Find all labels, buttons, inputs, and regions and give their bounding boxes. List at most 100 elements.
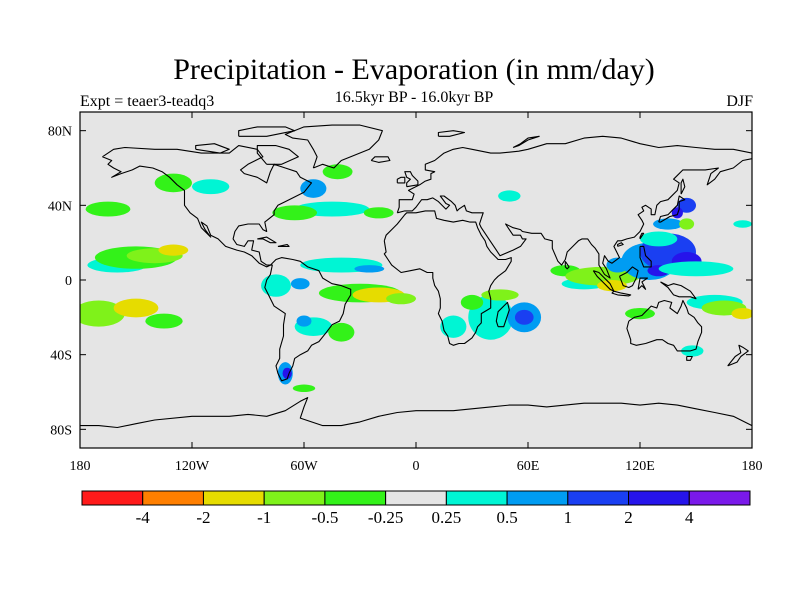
anomaly-region-13 bbox=[322, 164, 353, 180]
coastline-layer bbox=[80, 124, 752, 429]
coastline-hispaniola bbox=[277, 243, 290, 247]
anomaly-region-55 bbox=[498, 190, 521, 202]
coastline-north-america bbox=[102, 145, 313, 268]
coastline-australia bbox=[626, 299, 703, 352]
x-tick-label-2: 60W bbox=[290, 459, 318, 474]
colorbar: -4 -2 -1 -0.5 -0.25 0.25 0.5 1 2 4 bbox=[81, 490, 751, 527]
experiment-label: Expt = teaer3-teadq3 bbox=[80, 93, 215, 110]
x-tick-label-6: 180 bbox=[742, 459, 763, 474]
colorbar-box-3 bbox=[263, 490, 326, 506]
y-tick-label-4: 80S bbox=[50, 423, 72, 438]
anomaly-layer bbox=[80, 164, 752, 392]
figure-title: Precipitation - Evaporation (in mm/day) bbox=[173, 53, 655, 86]
colorbar-box-5 bbox=[385, 490, 447, 506]
y-tick-label-0: 80N bbox=[48, 125, 72, 140]
coastline-taiwan bbox=[639, 232, 645, 240]
coastline-tasmania bbox=[686, 355, 693, 361]
x-tick-label-1: 120W bbox=[175, 459, 210, 474]
colorbar-box-9 bbox=[628, 490, 690, 506]
y-tick-label-3: 40S bbox=[50, 349, 72, 364]
y-tick-label-1: 40N bbox=[48, 199, 72, 214]
colorbar-box-6 bbox=[445, 490, 508, 506]
coastline-ellesmere-island bbox=[238, 126, 296, 137]
anomaly-region-21 bbox=[290, 278, 310, 290]
anomaly-region-33 bbox=[481, 289, 519, 301]
coastline-greenland bbox=[284, 124, 383, 169]
anomaly-region-44 bbox=[640, 231, 678, 247]
coastline-japan bbox=[658, 195, 686, 223]
anomaly-region-24 bbox=[328, 322, 355, 342]
coastline-cuba bbox=[257, 236, 277, 244]
anomaly-region-12 bbox=[192, 179, 230, 195]
colorbar-box-0 bbox=[81, 490, 144, 506]
colorbar-box-8 bbox=[567, 490, 630, 506]
colorbar-label-1: -2 bbox=[196, 508, 210, 527]
colorbar-label-2: -1 bbox=[257, 508, 271, 527]
anomaly-region-32 bbox=[460, 294, 484, 310]
anomaly-region-6 bbox=[158, 244, 189, 256]
coastline-ireland bbox=[396, 176, 406, 184]
map-background bbox=[80, 112, 752, 448]
anomaly-region-7 bbox=[85, 201, 131, 217]
anomaly-region-11 bbox=[154, 173, 192, 193]
colorbar-box-7 bbox=[506, 490, 569, 506]
anomaly-region-26 bbox=[282, 367, 292, 379]
coastline-svalbard bbox=[437, 130, 466, 137]
colorbar-label-9: 4 bbox=[685, 508, 694, 527]
coastline-victoria-island bbox=[195, 143, 230, 154]
anomaly-region-16 bbox=[354, 265, 385, 273]
anomaly-region-0 bbox=[80, 300, 125, 327]
coastline-baffin-island bbox=[256, 145, 299, 165]
anomaly-region-10 bbox=[363, 207, 394, 219]
coastline-sumatra bbox=[592, 270, 615, 292]
coastline-new-zealand bbox=[727, 344, 749, 367]
coastline-iceland bbox=[370, 156, 391, 163]
anomaly-region-45 bbox=[653, 218, 683, 230]
colorbar-box-10 bbox=[688, 490, 751, 506]
anomaly-region-37 bbox=[597, 280, 627, 292]
anomaly-region-14 bbox=[300, 179, 327, 198]
season-label: DJF bbox=[726, 93, 753, 110]
axis-ticks: 180 120W 60W 0 60E 120E 180 80N 40N 0 40S 80S bbox=[48, 112, 763, 474]
figure-subtitle: 16.5kyr BP - 16.0kyr BP bbox=[334, 89, 494, 106]
anomaly-region-51 bbox=[681, 345, 704, 357]
coastline-java bbox=[611, 290, 632, 297]
colorbar-label-8: 2 bbox=[624, 508, 633, 527]
coastline-british-isles bbox=[404, 171, 419, 188]
anomaly-region-46 bbox=[679, 218, 695, 230]
x-tick-label-5: 120E bbox=[625, 459, 655, 474]
anomaly-region-2 bbox=[145, 313, 183, 329]
anomaly-region-9 bbox=[272, 205, 318, 221]
anomaly-region-23 bbox=[296, 315, 312, 327]
anomaly-region-43 bbox=[658, 261, 734, 277]
coastline-borneo bbox=[618, 266, 639, 289]
anomaly-region-54 bbox=[733, 220, 752, 228]
x-tick-label-0: 180 bbox=[70, 459, 91, 474]
coastline-madagascar bbox=[495, 301, 510, 328]
anomaly-region-19 bbox=[386, 293, 417, 305]
y-tick-label-2: 0 bbox=[65, 274, 72, 289]
anomaly-region-20 bbox=[261, 274, 291, 297]
coastline-sri-lanka bbox=[564, 260, 570, 270]
coastline-antarctica bbox=[80, 397, 752, 429]
colorbar-label-6: 0.5 bbox=[496, 508, 517, 527]
anomaly-region-1 bbox=[113, 298, 159, 318]
coastline-novaya-zemlya bbox=[512, 135, 540, 149]
coastline-sulawesi bbox=[637, 277, 649, 290]
anomaly-region-31 bbox=[514, 309, 534, 325]
anomaly-region-49 bbox=[731, 308, 752, 320]
colorbar-label-5: 0.25 bbox=[431, 508, 461, 527]
x-tick-label-4: 60E bbox=[517, 459, 540, 474]
anomaly-region-52 bbox=[677, 197, 697, 213]
coastline-africa bbox=[383, 210, 512, 346]
anomaly-region-50 bbox=[625, 308, 655, 320]
colorbar-label-3: -0.5 bbox=[311, 508, 338, 527]
colorbar-box-1 bbox=[142, 490, 204, 506]
coastline-new-guinea bbox=[660, 281, 697, 300]
colorbar-label-4: -0.25 bbox=[368, 508, 403, 527]
coastline-philippines bbox=[639, 245, 652, 268]
colorbar-label-0: -4 bbox=[136, 508, 151, 527]
anomaly-region-28 bbox=[440, 315, 467, 338]
coastline-sakhalin bbox=[680, 178, 686, 195]
